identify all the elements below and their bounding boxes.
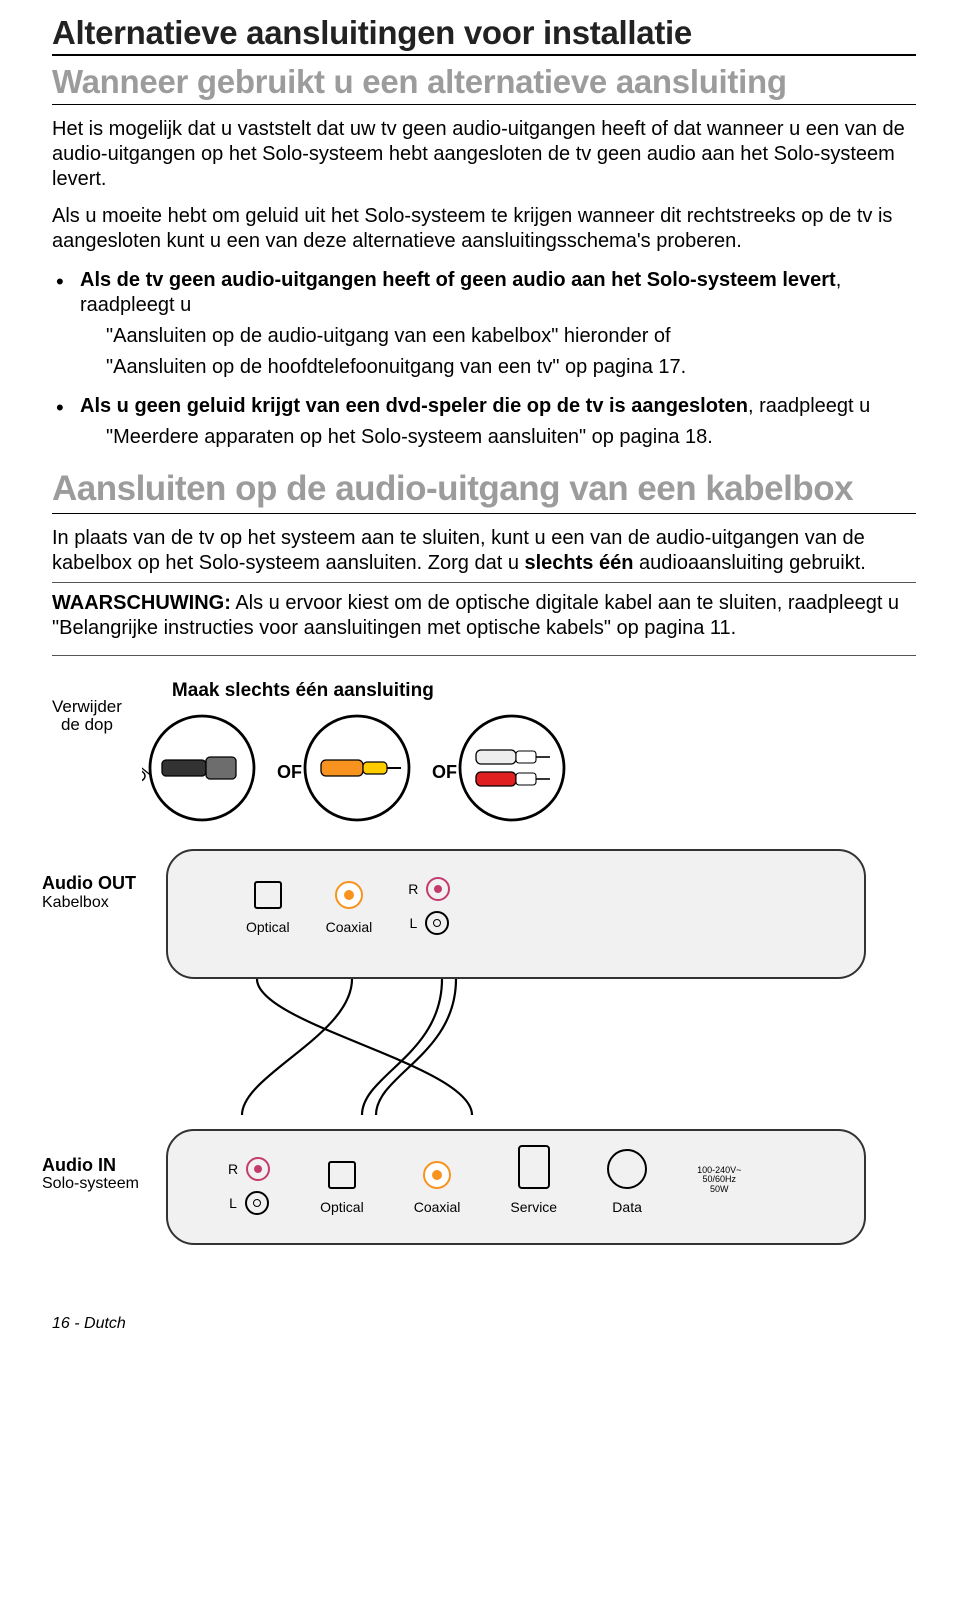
subheading-1: Wanneer gebruikt u een alternatieve aans… (52, 64, 916, 100)
bullet-2-sub1: "Meerdere apparaten op het Solo-systeem … (80, 425, 916, 450)
paragraph-2: Als u moeite hebt om geluid uit het Solo… (52, 204, 916, 254)
bullet-1-sub1: "Aansluiten op de audio-uitgang van een … (80, 324, 916, 349)
solo-systeem-label: Solo-systeem (42, 1176, 139, 1193)
verwijder-l2: de dop (61, 715, 113, 734)
bullet-2-rest: , raadpleegt u (748, 395, 870, 417)
port-coax-out: Coaxial (326, 881, 373, 935)
heading-2: Aansluiten op de audio-uitgang van een k… (52, 470, 916, 509)
port-coax-in: Coaxial (414, 1161, 461, 1215)
connection-diagram: Verwijder de dop Maak slechts één aanslu… (52, 680, 916, 1245)
rule-below-warn (52, 655, 916, 656)
warning-block: WAARSCHUWING: Als u ervoor kiest om de o… (52, 591, 916, 649)
coaxial-label: Coaxial (326, 919, 373, 935)
section-title: Alternatieve aansluitingen voor installa… (52, 14, 916, 52)
of-2: OF (432, 762, 457, 782)
connectors-svg: OF OF (142, 708, 572, 838)
warn-label: WAARSCHUWING: (52, 592, 231, 614)
bullet-1-sub2: "Aansluiten op de hoofdtelefoonuitgang v… (80, 355, 916, 380)
bullet-dot: • (52, 268, 80, 380)
para3c: audioaansluiting gebruikt. (633, 552, 865, 574)
l-label: L (409, 915, 417, 931)
rule-under-sub1 (52, 104, 916, 105)
panel-audio-out: Audio OUT Kabelbox Optical Coaxial R L (166, 849, 866, 979)
r-label-in: R (228, 1161, 238, 1177)
verwijder-l1: Verwijder (52, 697, 122, 716)
port-optical-out: Optical (246, 881, 290, 935)
service-label: Service (510, 1199, 557, 1215)
cable-svg (162, 965, 960, 1125)
bullet-list: • Als de tv geen audio-uitgangen heeft o… (52, 268, 916, 450)
para3b: slechts één (525, 552, 634, 574)
bullet-1-bold: Als de tv geen audio-uitgangen heeft of … (80, 269, 836, 291)
port-rca-out: R L (408, 877, 450, 935)
power-text: 100-240V~ 50/60Hz 50W (697, 1166, 741, 1194)
paragraph-3: In plaats van de tv op het systeem aan t… (52, 526, 916, 576)
paragraph-1: Het is mogelijk dat u vaststelt dat uw t… (52, 117, 916, 192)
r-label: R (408, 881, 418, 897)
kabelbox-label: Kabelbox (42, 894, 136, 912)
data-label: Data (612, 1199, 642, 1215)
port-service: Service (510, 1145, 557, 1215)
port-rca-in: R L (228, 1157, 270, 1215)
of-1: OF (277, 762, 302, 782)
optical-label: Optical (246, 919, 290, 935)
make-one-connection-label: Maak slechts één aansluiting (172, 680, 572, 702)
audio-in-label: Audio IN (42, 1155, 139, 1176)
l-label-in: L (229, 1195, 237, 1211)
bullet-2-bold: Als u geen geluid krijgt van een dvd-spe… (80, 395, 748, 417)
audio-out-label: Audio OUT (42, 873, 136, 894)
port-optical-in: Optical (320, 1161, 364, 1215)
port-data: Data (607, 1149, 647, 1215)
optical-label-in: Optical (320, 1199, 364, 1215)
bullet-dot: • (52, 394, 80, 450)
rule-above-warn (52, 582, 916, 583)
bullet-1: • Als de tv geen audio-uitgangen heeft o… (52, 268, 916, 380)
rule-under-section (52, 54, 916, 56)
remove-cap-label: Verwijder de dop (52, 698, 122, 734)
page-footer: 16 - Dutch (52, 1315, 916, 1333)
rule-under-h2 (52, 513, 916, 514)
power-spec: 100-240V~ 50/60Hz 50W (697, 1166, 741, 1194)
coaxial-label-in: Coaxial (414, 1199, 461, 1215)
panel-audio-in: Audio IN Solo-systeem R L Optical Coaxia… (166, 1129, 866, 1245)
bullet-2: • Als u geen geluid krijgt van een dvd-s… (52, 394, 916, 450)
